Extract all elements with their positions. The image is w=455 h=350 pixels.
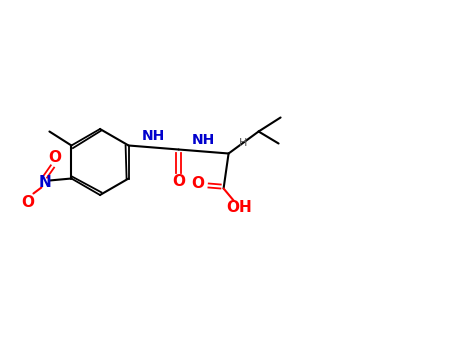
Text: O: O: [21, 195, 34, 210]
Text: NH: NH: [192, 133, 215, 147]
Text: OH: OH: [227, 200, 253, 215]
Text: NH: NH: [142, 128, 165, 142]
Text: O: O: [191, 176, 204, 191]
Text: H: H: [238, 139, 247, 148]
Text: N: N: [39, 175, 52, 190]
Text: O: O: [172, 174, 185, 189]
Text: O: O: [48, 150, 61, 165]
